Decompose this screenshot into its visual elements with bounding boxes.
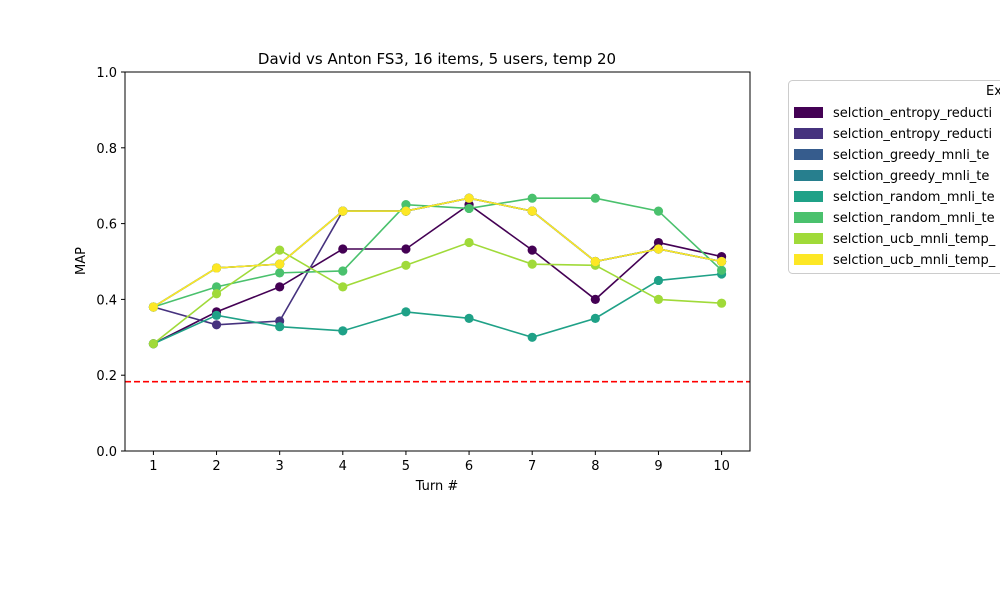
data-point: [653, 206, 664, 216]
legend-label: selction_ucb_mnli_temp_: [833, 253, 996, 268]
data-point: [338, 266, 348, 276]
x-tick-label: 6: [465, 459, 473, 474]
plot-area: 1 2 3 4 5 6 7 8 9 10 0.0 0.2 0.4 0.6 0.8 1.0: [96, 66, 751, 474]
data-point: [401, 244, 411, 254]
data-point: [275, 268, 285, 278]
y-axis-label: MAP: [74, 247, 89, 275]
data-point: [464, 203, 474, 214]
axes-frame: [124, 71, 751, 452]
data-point: [590, 193, 600, 203]
legend-swatch: [794, 128, 823, 139]
data-point: [527, 206, 537, 216]
y-tick-label: 0.8: [96, 142, 117, 157]
data-point: [464, 313, 474, 323]
legend-label: selction_random_mnli_te: [833, 211, 995, 226]
data-point: [275, 322, 285, 332]
data-point: [527, 332, 537, 342]
data-point: [590, 313, 600, 323]
legend-label: selction_ucb_mnli_temp_: [833, 232, 996, 247]
data-point: [148, 339, 159, 349]
data-point: [211, 282, 222, 292]
data-point: [464, 237, 474, 248]
data-point: [148, 302, 159, 312]
legend-swatch: [794, 149, 823, 160]
x-tick-label: 7: [528, 459, 536, 474]
data-point: [464, 193, 474, 203]
data-point: [653, 275, 664, 286]
legend-label: selction_entropy_reducti: [833, 127, 992, 142]
data-point: [716, 298, 727, 308]
legend-label: selction_greedy_mnli_te: [833, 169, 989, 184]
data-point: [211, 320, 222, 330]
data-point: [401, 260, 411, 270]
data-point: [527, 193, 537, 203]
x-tick-label: 10: [713, 459, 730, 474]
chart-title: David vs Anton FS3, 16 items, 5 users, t…: [258, 50, 616, 68]
x-tick-label: 8: [591, 459, 599, 474]
data-point: [338, 282, 348, 292]
series-line: [152, 241, 722, 345]
data-point: [590, 294, 600, 304]
data-point: [716, 265, 727, 275]
y-tick-label: 1.0: [96, 66, 117, 81]
data-point: [211, 310, 222, 320]
series-line: [153, 197, 723, 308]
series-line: [152, 197, 722, 308]
data-point: [211, 263, 222, 273]
data-point: [338, 244, 348, 254]
data-point: [401, 200, 411, 210]
legend-label: selction_entropy_reducti: [833, 106, 992, 121]
x-tick-label: 3: [276, 459, 284, 474]
legend-box: [788, 80, 1000, 274]
legend-swatch: [794, 233, 823, 244]
data-point: [338, 326, 348, 336]
data-point: [653, 237, 664, 248]
series-8: [148, 193, 727, 312]
x-tick-label: 9: [654, 459, 662, 474]
legend-title: Ex: [986, 84, 1000, 99]
data-point: [338, 206, 348, 216]
data-point: [590, 256, 600, 267]
data-point: [275, 259, 285, 269]
y-tick-label: 0.4: [96, 293, 117, 308]
legend-label: selction_random_mnli_te: [833, 190, 995, 205]
x-axis-label: Turn #: [415, 479, 459, 494]
y-tick-label: 0.0: [96, 445, 117, 460]
series-5: [148, 269, 727, 349]
legend-swatch: [794, 212, 823, 223]
x-tick-label: 1: [149, 459, 157, 474]
series-6: [148, 193, 727, 312]
data-point: [527, 245, 537, 255]
data-point: [653, 294, 664, 304]
x-tick-label: 5: [402, 459, 410, 474]
data-point: [653, 244, 664, 254]
legend-swatch: [794, 254, 823, 265]
legend-swatch: [794, 170, 823, 181]
data-point: [275, 245, 285, 255]
legend: Ex selction_entropy_reducti selction_entro…: [788, 80, 1000, 274]
data-point: [275, 282, 285, 292]
data-point: [211, 289, 222, 299]
data-point: [401, 206, 411, 216]
series-line: [153, 273, 722, 345]
y-tick-label: 0.6: [96, 218, 117, 233]
data-point: [401, 307, 411, 317]
series-line: [153, 203, 722, 345]
legend-swatch: [794, 107, 823, 118]
data-point: [716, 256, 727, 267]
x-tick-label: 4: [339, 459, 347, 474]
y-tick-label: 0.2: [96, 369, 117, 384]
legend-swatch: [794, 191, 823, 202]
data-point: [527, 259, 537, 269]
x-tick-label: 2: [212, 459, 220, 474]
legend-label: selction_greedy_mnli_te: [833, 148, 989, 163]
